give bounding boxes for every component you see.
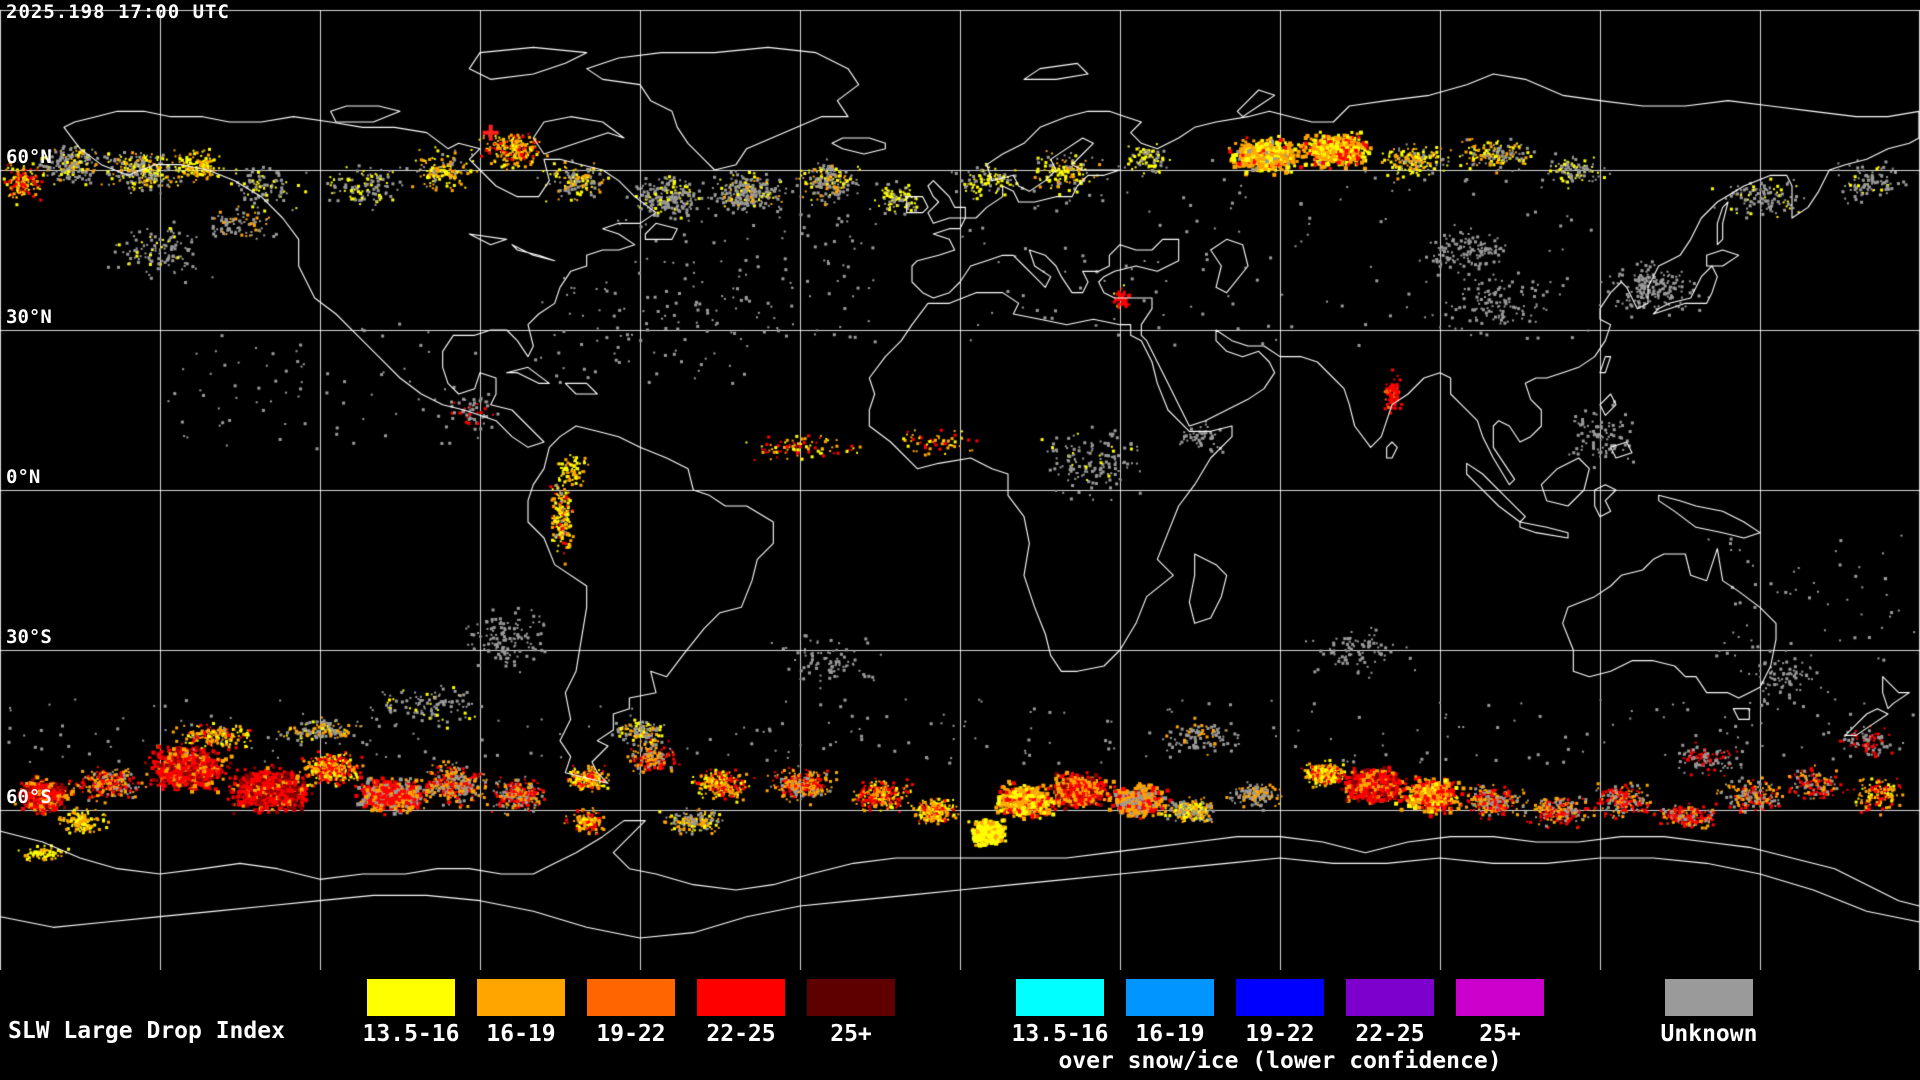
legend-swatch-orange	[477, 979, 565, 1016]
legend-swatch-label: 22-25	[1355, 1021, 1425, 1047]
snow-ice-note: over snow/ice (lower confidence)	[1058, 1048, 1502, 1074]
legend-swatch-magenta	[1456, 979, 1544, 1016]
latitude-label-30n: 30°N	[6, 306, 52, 328]
latitude-label-0n: 0°N	[6, 466, 41, 488]
legend-group-standard: 13.5-16 16-19 19-22 22-25 25+	[363, 979, 895, 1047]
legend-swatch-blue	[1236, 979, 1324, 1016]
legend-group-unknown: Unknown	[1661, 979, 1757, 1047]
legend-item: 25+	[807, 979, 895, 1047]
legend-item: 13.5-16	[363, 979, 459, 1047]
latitude-label-60n: 60°N	[6, 146, 52, 168]
legend-group-snow-ice: 13.5-16 16-19 19-22 22-25 25+	[1012, 979, 1544, 1047]
legend-swatch-yellow	[367, 979, 455, 1016]
legend-swatch-label: 19-22	[596, 1021, 666, 1047]
legend-swatch-purple	[1346, 979, 1434, 1016]
legend-swatch-label: Unknown	[1660, 1021, 1758, 1047]
legend-item: 16-19	[1126, 979, 1214, 1047]
legend-swatch-label: 25+	[830, 1021, 872, 1047]
legend-swatch-light-blue	[1126, 979, 1214, 1016]
legend-item: 19-22	[1236, 979, 1324, 1047]
legend-swatch-label: 13.5-16	[1011, 1021, 1109, 1047]
legend-swatch-label: 16-19	[1135, 1021, 1205, 1047]
legend-swatch-label: 19-22	[1245, 1021, 1315, 1047]
legend-item: 13.5-16	[1012, 979, 1108, 1047]
legend-swatch-cyan	[1016, 979, 1104, 1016]
legend-item: 22-25	[697, 979, 785, 1047]
legend-swatch-red	[697, 979, 785, 1016]
legend-swatch-dark-red	[807, 979, 895, 1016]
latitude-label-30s: 30°S	[6, 626, 52, 648]
legend-swatch-label: 25+	[1479, 1021, 1521, 1047]
legend: SLW Large Drop Index 13.5-16 16-19 19-22…	[0, 970, 1920, 1080]
legend-item: 16-19	[477, 979, 565, 1047]
legend-swatch-label: 13.5-16	[362, 1021, 460, 1047]
legend-swatch-dark-orange	[587, 979, 675, 1016]
legend-item: 25+	[1456, 979, 1544, 1047]
latitude-label-60s: 60°S	[6, 786, 52, 808]
timestamp: 2025.198 17:00 UTC	[6, 1, 230, 23]
legend-item: 19-22	[587, 979, 675, 1047]
legend-swatch-label: 16-19	[486, 1021, 556, 1047]
legend-swatch-unknown	[1665, 979, 1753, 1016]
legend-swatch-label: 22-25	[706, 1021, 776, 1047]
legend-item: 22-25	[1346, 979, 1434, 1047]
legend-title: SLW Large Drop Index	[8, 1018, 285, 1044]
